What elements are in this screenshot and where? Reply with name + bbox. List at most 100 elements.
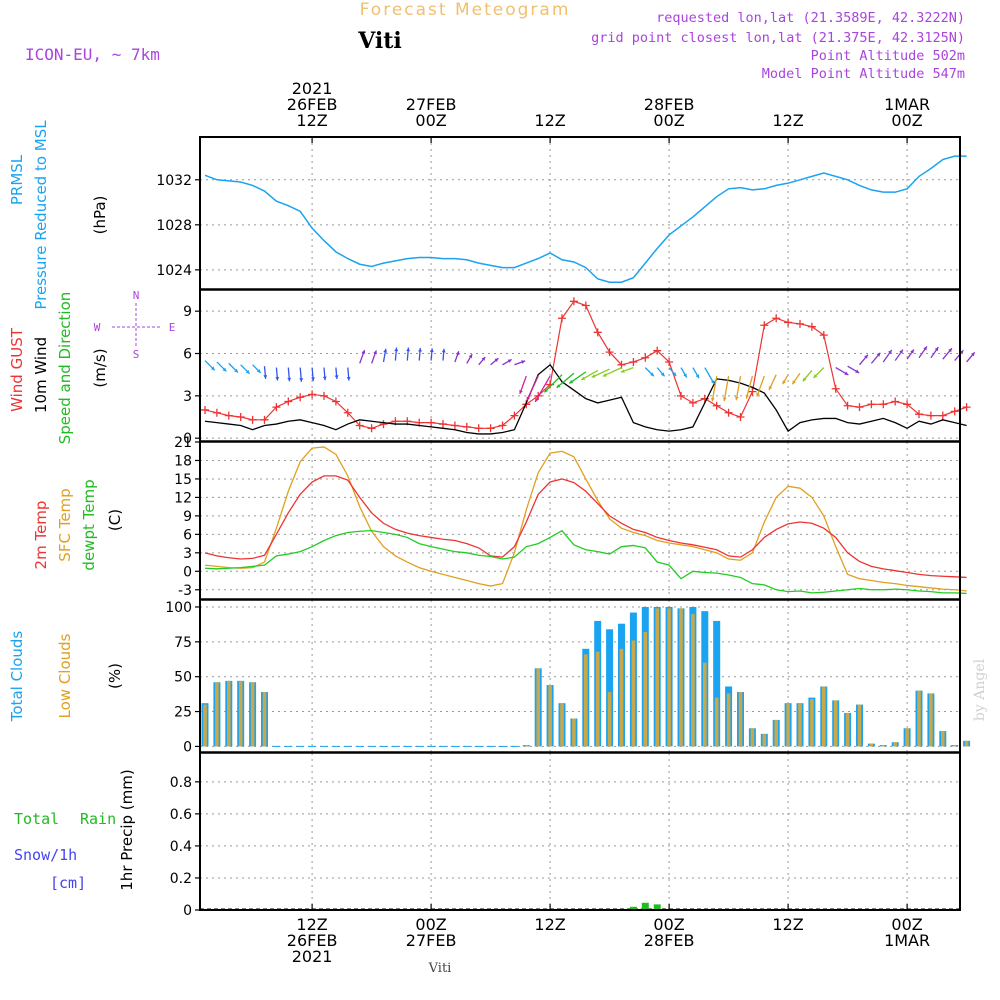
y-tick-label: 6 <box>183 347 192 363</box>
gust-marker <box>748 387 757 396</box>
gust-marker <box>891 397 900 406</box>
low-cloud-bar <box>679 608 683 747</box>
top-time-label: 28FEB <box>644 95 695 114</box>
wind-arrow <box>502 358 513 366</box>
wind-arrow-head <box>394 347 399 352</box>
gust-marker <box>498 421 507 430</box>
gust-marker <box>248 415 257 424</box>
gust-marker <box>201 405 209 414</box>
wind-arrow-head <box>910 349 914 354</box>
y-tick-label: 0 <box>183 903 192 919</box>
compass-rose: N W E S <box>94 289 176 361</box>
wind-arrow <box>813 367 825 379</box>
wind-arrow-shaft <box>534 375 551 403</box>
sfc-temp-label: SFC Temp <box>56 488 74 561</box>
cloud-bar <box>665 606 673 747</box>
wind-arrow <box>859 354 869 366</box>
cloud-bar <box>760 733 768 747</box>
top-time-label: 00Z <box>653 111 684 130</box>
wind-10m-label: 10m Wind <box>32 337 50 413</box>
wind-arrow-head <box>710 397 715 402</box>
wind-arrow-head <box>455 351 460 356</box>
point-altitude: Point Altitude 502m <box>811 48 965 64</box>
wind-arrow-head <box>346 376 351 381</box>
wind-arrow-head <box>959 350 964 355</box>
wind-arrow-head <box>782 380 787 385</box>
precip-unit-label: 1hr Precip (mm) <box>118 769 136 890</box>
wind-arrow-head <box>620 369 625 373</box>
bottom-time-label: 00Z <box>891 915 922 934</box>
cloud-bar <box>618 623 625 747</box>
bottom-time-label: 12Z <box>296 915 327 934</box>
gust-marker <box>593 328 602 337</box>
wind-arrow-head <box>429 348 434 353</box>
low-cloud-bar <box>750 728 755 747</box>
wind-arrow-head <box>406 347 411 352</box>
wind-arrow-head <box>672 372 677 377</box>
gust-marker <box>439 420 447 429</box>
wind-arrow-head <box>334 375 339 379</box>
low-cloud-bar <box>822 686 826 747</box>
wind-arrow-head <box>373 350 377 355</box>
wind-arrow-head <box>813 374 818 378</box>
low-cloud-bar <box>810 699 814 747</box>
gust-marker <box>236 413 245 422</box>
top-time-label: 26FEB <box>287 95 338 114</box>
y-tick-label: 25 <box>174 705 192 721</box>
temp2m-line <box>204 475 967 579</box>
bottom-time-label: 00Z <box>653 915 684 934</box>
low-cloud-bar <box>643 632 648 747</box>
gust-marker <box>724 408 733 417</box>
y-tick-label: 0.6 <box>170 807 192 823</box>
gust-marker <box>486 424 495 433</box>
wind-arrow-head <box>311 377 315 381</box>
gust-marker <box>450 421 459 430</box>
wind-arrow-head <box>948 348 952 353</box>
gust-marker <box>617 360 626 369</box>
bottom-time-label: 00Z <box>415 915 446 934</box>
wind-arrow-shaft <box>543 374 563 393</box>
cloud-bar <box>534 668 542 747</box>
wind-arrow <box>263 366 268 379</box>
wind-arrow-head <box>802 377 807 382</box>
bottom-time-label: 1MAR <box>884 931 930 950</box>
y-tick-label: -3 <box>178 583 192 599</box>
wind-arrow-head <box>855 369 860 373</box>
cloud-bar <box>808 697 816 747</box>
cloud-bar <box>582 648 590 747</box>
gust-marker <box>284 397 293 406</box>
footer-station: Viti <box>428 961 452 976</box>
cloud-bar <box>772 719 780 747</box>
outer-frame <box>199 136 961 911</box>
cloud-bar <box>844 712 852 747</box>
low-cloud-bar <box>595 651 600 747</box>
cloud-bar <box>701 611 709 747</box>
cloud-bar <box>629 612 637 747</box>
wind-arrow <box>882 349 893 363</box>
dewpt-temp-label: dewpt Temp <box>80 479 98 570</box>
low-cloud-bar <box>703 662 707 747</box>
low-cloud-bar <box>238 680 243 747</box>
rain-bar <box>653 904 661 910</box>
wind-arrow <box>204 360 216 371</box>
wind-arrow <box>602 367 622 377</box>
gust-marker <box>807 322 816 331</box>
wind-arrow <box>519 375 527 395</box>
low-cloud-bar <box>227 680 231 747</box>
wind-arrow-head <box>591 374 596 378</box>
top-time-label: 12Z <box>534 111 565 130</box>
wind-arrow-head <box>876 352 881 357</box>
cloud-bar <box>820 686 828 747</box>
wind-arrow-head <box>683 373 687 378</box>
wind-arrow <box>543 374 563 393</box>
panel-wind: 0 3 6 9 <box>183 289 976 447</box>
y-tick-label: 18 <box>174 453 192 469</box>
wind-arrow-head <box>210 366 215 371</box>
wind-arrow-shaft <box>756 375 765 397</box>
cloud-bar <box>653 606 661 747</box>
cloud-bar <box>784 703 792 747</box>
wind-arrow-head <box>745 394 750 399</box>
low-cloud-bar <box>774 719 778 747</box>
wind-arrow-head <box>494 358 499 362</box>
